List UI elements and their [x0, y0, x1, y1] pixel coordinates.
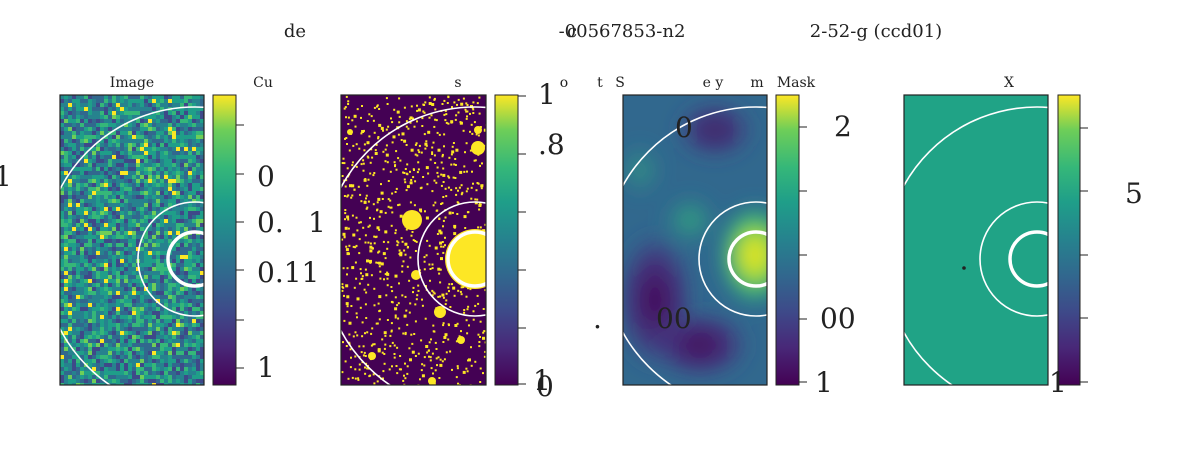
- tick-label: 00: [656, 302, 692, 335]
- panel-label: X: [1004, 75, 1014, 91]
- tick-label: 1: [308, 206, 326, 239]
- tick-label: 0: [675, 111, 693, 144]
- image-panel: [60, 95, 204, 385]
- tick-label: 2: [834, 110, 852, 143]
- residual-colorbar-ticks: [1080, 127, 1088, 383]
- panel-label: m: [750, 75, 763, 91]
- image-colorbar-ticks: [236, 124, 244, 369]
- panel-label: o: [560, 75, 568, 91]
- tick-label: 0.11: [257, 256, 319, 289]
- tick-label: 1: [815, 366, 833, 399]
- residual-panel: [904, 95, 1048, 385]
- tick-label: 1: [538, 78, 556, 111]
- tick-label: 1: [533, 364, 551, 397]
- panel-label: s: [454, 75, 461, 91]
- panel-label: t: [597, 75, 603, 91]
- image-frame: [59, 94, 205, 386]
- figure-title-part: c: [567, 21, 577, 42]
- tick-label: 5: [1125, 177, 1143, 210]
- mask-panel: [341, 95, 486, 385]
- tick-label: 1: [0, 160, 12, 193]
- sky-colorbar: [775, 94, 800, 386]
- sky-colorbar-ticks: [799, 126, 807, 383]
- image-noise: [60, 95, 204, 385]
- panel-label: S: [615, 75, 625, 91]
- figure-title-part: 2-52-g (ccd01): [810, 21, 942, 42]
- panel-label: Image: [110, 75, 154, 91]
- residual-frame: [903, 94, 1049, 386]
- panel-label: e y: [703, 75, 724, 91]
- panel-label: Mask: [777, 75, 816, 91]
- mask-colorbar: [494, 94, 519, 386]
- tick-label: 0.: [257, 206, 284, 239]
- tick-label: 0: [536, 370, 554, 403]
- sky-panel: [623, 95, 767, 385]
- tick-label: 00: [820, 302, 856, 335]
- figure-title-part: -00567853-n2: [559, 21, 686, 42]
- residual-colorbar: [1057, 94, 1081, 386]
- image-colorbar: [212, 94, 237, 386]
- tick-label: .: [593, 302, 602, 335]
- mask-frame: [340, 94, 487, 386]
- tick-label: .8: [538, 128, 565, 161]
- tick-label: 1: [1049, 366, 1067, 399]
- tick-label: 0: [257, 160, 275, 193]
- panel-label: Cu: [253, 75, 273, 91]
- figure-title-part: de: [284, 21, 306, 42]
- mask-colorbar-ticks: [518, 95, 526, 385]
- sky-frame: [622, 94, 768, 386]
- tick-label: 1: [257, 351, 275, 384]
